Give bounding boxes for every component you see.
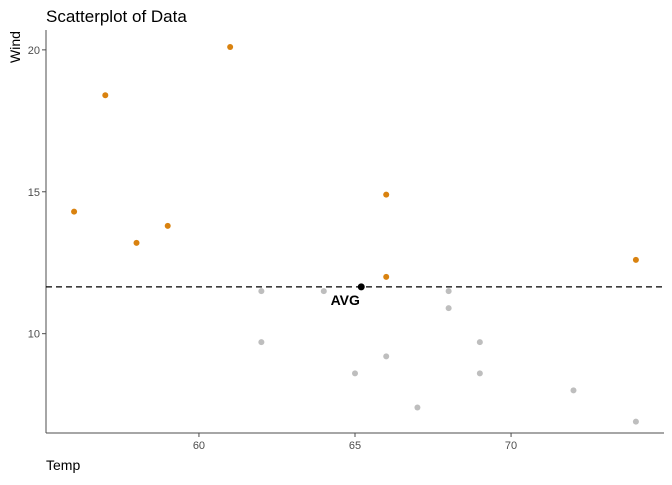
data-point — [445, 305, 452, 312]
y-tick-label: 15 — [28, 187, 40, 199]
average-point — [357, 283, 365, 291]
data-point — [383, 273, 390, 280]
tick-labels: 60 65 70 10 15 20 — [28, 45, 517, 452]
data-point — [352, 370, 358, 377]
data-point — [632, 418, 639, 425]
data-point — [476, 370, 483, 377]
data-point — [227, 44, 234, 51]
data-point — [258, 339, 265, 346]
data-point — [164, 222, 171, 229]
data-point — [71, 208, 78, 215]
chart-title: Scatterplot of Data — [46, 7, 187, 26]
data-points — [71, 44, 639, 425]
x-tick-label: 60 — [193, 440, 205, 452]
average-label: AVG — [331, 292, 360, 308]
y-tick-label: 20 — [28, 45, 40, 57]
data-point — [570, 387, 577, 394]
data-point — [258, 288, 265, 295]
data-point — [102, 92, 109, 99]
data-point — [383, 353, 390, 360]
data-point — [414, 404, 421, 411]
y-tick-label: 10 — [28, 329, 40, 341]
x-tick-label: 65 — [349, 440, 361, 452]
data-point — [133, 239, 140, 246]
data-point — [383, 191, 390, 198]
x-axis-title: Temp — [46, 457, 80, 473]
data-point — [445, 288, 452, 295]
y-axis-title: Wind — [7, 31, 23, 63]
data-point — [632, 256, 639, 263]
x-tick-label: 70 — [505, 440, 517, 452]
data-point — [476, 339, 483, 346]
data-point — [320, 288, 327, 295]
